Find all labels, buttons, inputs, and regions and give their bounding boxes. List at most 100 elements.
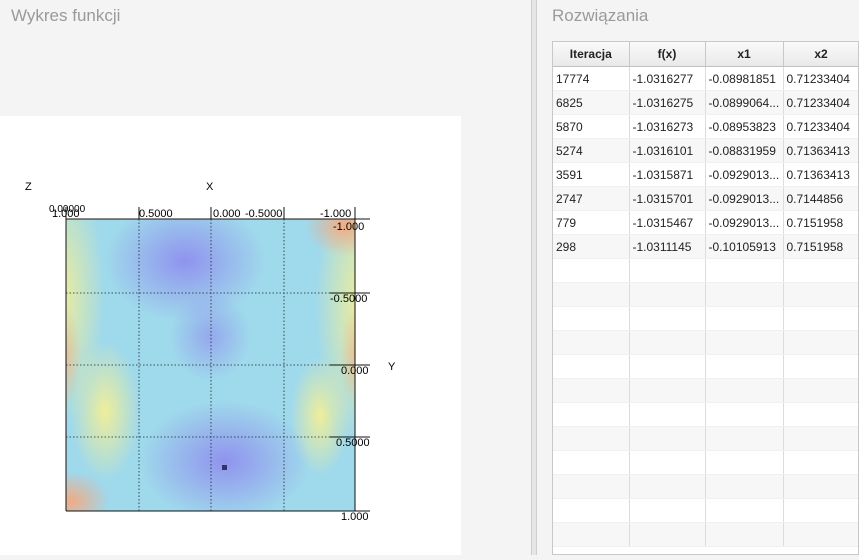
function-plot-svg: Z X Y 0.00000 1.000 0.5000 0.000 -0.5000… [25, 181, 396, 523]
table-cell[interactable]: 0.71363413 [783, 138, 858, 163]
table-cell [629, 474, 706, 499]
column-header-fx[interactable]: f(x) [629, 42, 706, 67]
table-cell[interactable]: -0.0929013... [705, 210, 784, 235]
table-cell[interactable]: -1.0316101 [629, 138, 706, 163]
y-tick-label: -1.000 [333, 221, 364, 233]
y-tick-label: 0.5000 [336, 437, 370, 449]
empty-table-row [553, 378, 858, 403]
table-cell [553, 258, 630, 283]
heatmap-surface [66, 219, 355, 511]
table-cell[interactable]: -0.08953823 [705, 114, 784, 139]
table-cell [783, 474, 858, 499]
table-cell[interactable]: -1.0315467 [629, 210, 706, 235]
table-row[interactable]: 298 -1.0311145 -0.10105913 0.7151958 [553, 234, 858, 259]
table-row[interactable]: 3591 -1.0315871 -0.0929013... 0.71363413 [553, 162, 858, 187]
table-cell[interactable]: 0.7151958 [783, 234, 858, 259]
table-cell [783, 354, 858, 379]
table-cell[interactable]: -0.10105913 [705, 234, 784, 259]
table-row[interactable]: 779 -1.0315467 -0.0929013... 0.7151958 [553, 210, 858, 235]
table-cell[interactable]: -0.0929013... [705, 186, 784, 211]
x-axis-label: X [206, 181, 214, 193]
table-cell [553, 306, 630, 331]
table-cell[interactable]: 0.71363413 [783, 162, 858, 187]
function-plot[interactable]: Z X Y 0.00000 1.000 0.5000 0.000 -0.5000… [0, 116, 461, 555]
table-cell [705, 498, 784, 523]
empty-table-row [553, 258, 858, 283]
table-cell[interactable]: 0.71233404 [783, 114, 858, 139]
table-cell [629, 330, 706, 355]
table-cell[interactable]: -1.0311145 [629, 234, 706, 259]
table-cell[interactable]: 0.7151958 [783, 210, 858, 235]
table-cell [705, 282, 784, 307]
column-header-x1[interactable]: x1 [705, 42, 784, 67]
table-cell [629, 402, 706, 427]
table-row[interactable]: 17774 -1.0316277 -0.08981851 0.71233404 [553, 66, 858, 91]
table-cell[interactable]: -0.0929013... [705, 162, 784, 187]
table-cell[interactable]: -0.0899064... [705, 90, 784, 115]
table-cell[interactable]: 298 [553, 234, 630, 259]
table-cell [629, 522, 706, 547]
table-cell [629, 354, 706, 379]
solutions-panel-title: Rozwiązania [552, 6, 649, 25]
table-cell [783, 498, 858, 523]
z-tick-label: 0.00000 [49, 204, 86, 215]
x-tick-label: 0.5000 [139, 208, 173, 220]
table-row[interactable]: 5870 -1.0316273 -0.08953823 0.71233404 [553, 114, 858, 139]
table-cell[interactable]: 0.71233404 [783, 66, 858, 91]
table-cell[interactable]: -1.0315871 [629, 162, 706, 187]
table-cell [553, 378, 630, 403]
x-tick-label: 1.000 [52, 208, 80, 220]
empty-table-row [553, 402, 858, 427]
table-row[interactable]: 6825 -1.0316275 -0.0899064... 0.71233404 [553, 90, 858, 115]
table-cell [553, 282, 630, 307]
table-row[interactable]: 5274 -1.0316101 -0.08831959 0.71363413 [553, 138, 858, 163]
table-cell [553, 354, 630, 379]
empty-table-row [553, 522, 858, 547]
empty-table-row [553, 426, 858, 451]
column-header-iteration[interactable]: Iteracja [553, 42, 630, 67]
column-header-x2[interactable]: x2 [783, 42, 858, 67]
table-cell[interactable]: 0.7144856 [783, 186, 858, 211]
table-cell[interactable]: -0.08831959 [705, 138, 784, 163]
table-cell [629, 306, 706, 331]
table-cell[interactable]: -1.0316275 [629, 90, 706, 115]
table-cell [783, 282, 858, 307]
table-cell [553, 498, 630, 523]
table-cell[interactable]: 779 [553, 210, 630, 235]
empty-table-row [553, 474, 858, 499]
empty-table-row [553, 450, 858, 475]
x-tick-label: -1.000 [320, 208, 351, 220]
table-cell [629, 426, 706, 451]
z-axis-label: Z [25, 181, 32, 193]
table-cell [629, 378, 706, 403]
solution-point-marker [222, 465, 227, 470]
table-cell[interactable]: -1.0315701 [629, 186, 706, 211]
table-cell [629, 450, 706, 475]
table-cell[interactable]: 3591 [553, 162, 630, 187]
table-cell[interactable]: -1.0316277 [629, 66, 706, 91]
table-cell [705, 258, 784, 283]
table-cell[interactable]: 5274 [553, 138, 630, 163]
table-cell[interactable]: 6825 [553, 90, 630, 115]
y-tick-label: 1.000 [341, 511, 369, 523]
table-cell[interactable]: -1.0316273 [629, 114, 706, 139]
split-pane-divider[interactable] [531, 0, 537, 555]
table-cell [705, 402, 784, 427]
table-cell [705, 450, 784, 475]
table-cell[interactable]: 5870 [553, 114, 630, 139]
empty-table-row [553, 498, 858, 523]
table-cell [783, 378, 858, 403]
table-cell [783, 522, 858, 547]
table-cell[interactable]: 0.71233404 [783, 90, 858, 115]
table-cell[interactable]: 17774 [553, 66, 630, 91]
table-cell [553, 450, 630, 475]
solutions-table[interactable]: Iteracja f(x) x1 x2 17774 -1.0316277 -0.08… [552, 41, 859, 555]
table-cell [783, 306, 858, 331]
x-tick-marks [65, 207, 356, 219]
table-cell[interactable]: -0.08981851 [705, 66, 784, 91]
table-cell [783, 258, 858, 283]
table-cell [705, 522, 784, 547]
table-cell[interactable]: 2747 [553, 186, 630, 211]
table-row[interactable]: 2747 -1.0315701 -0.0929013... 0.7144856 [553, 186, 858, 211]
empty-table-row [553, 330, 858, 355]
